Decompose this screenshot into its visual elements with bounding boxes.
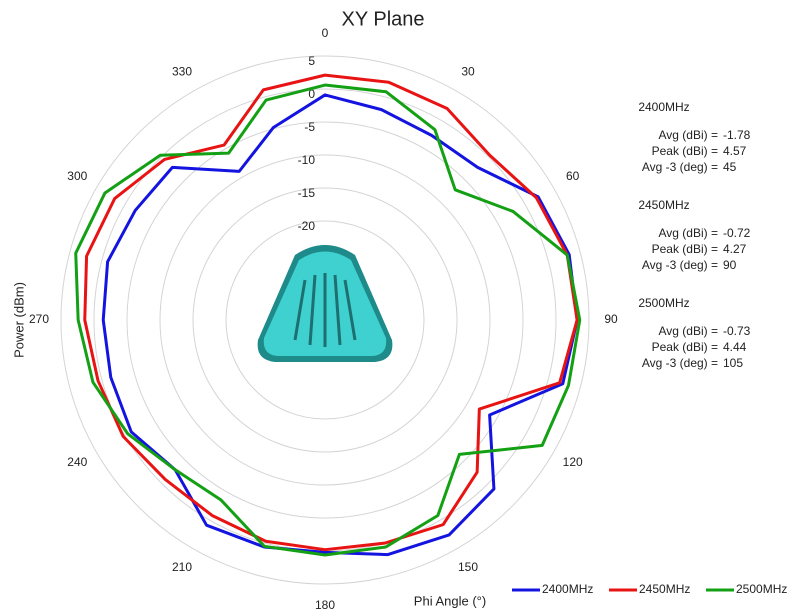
- annotation-key: Avg -3 (deg) =: [642, 356, 718, 370]
- annotation-title: 2450MHz: [638, 198, 689, 212]
- annotation-value: 4.27: [723, 242, 747, 256]
- r-tick-label: 0: [308, 87, 315, 101]
- grid-ring: [60, 55, 590, 585]
- legend-label: 2500MHz: [736, 582, 787, 596]
- annotation-key: Avg -3 (deg) =: [642, 258, 718, 272]
- r-tick-label: -20: [298, 219, 316, 233]
- annotation-title: 2500MHz: [638, 296, 689, 310]
- chart-title: XY Plane: [341, 8, 424, 30]
- angle-tick-label: 270: [29, 312, 49, 326]
- grid-ring: [192, 187, 458, 453]
- series-line: [101, 93, 579, 557]
- angle-tick-label: 330: [172, 64, 192, 78]
- angle-tick-label: 90: [604, 312, 618, 326]
- angle-tick-label: 60: [566, 169, 580, 183]
- annotation-value: 45: [723, 160, 737, 174]
- annotation-key: Avg (dBi) =: [659, 128, 718, 142]
- annotation-key: Peak (dBi) =: [652, 340, 718, 354]
- grid-ring: [225, 220, 425, 420]
- angle-tick-label: 180: [315, 598, 335, 612]
- angle-tick-label: 120: [563, 455, 583, 469]
- angle-tick-label: 0: [322, 26, 329, 40]
- angle-tick-label: 30: [461, 64, 475, 78]
- annotation-value: 105: [723, 356, 743, 370]
- r-tick-label: -5: [304, 120, 315, 134]
- legend-label: 2450MHz: [639, 582, 690, 596]
- annotation-key: Peak (dBi) =: [652, 242, 718, 256]
- series-line: [83, 73, 579, 552]
- antenna-icon: [257, 245, 393, 362]
- annotation-title: 2400MHz: [638, 100, 689, 114]
- grid-ring: [126, 121, 524, 519]
- r-tick-label: 5: [308, 54, 315, 68]
- annotation-key: Avg -3 (deg) =: [642, 160, 718, 174]
- legend-label: 2400MHz: [542, 582, 593, 596]
- annotation-value: -1.78: [723, 128, 751, 142]
- angle-tick-label: 300: [67, 169, 87, 183]
- x-axis-label: Phi Angle (°): [414, 593, 486, 608]
- y-axis-label: Power (dBm): [11, 282, 26, 358]
- angle-tick-label: 210: [172, 560, 192, 574]
- antenna-ridges: [293, 273, 357, 347]
- annotation-value: 4.57: [723, 144, 747, 158]
- annotation-key: Avg (dBi) =: [659, 324, 718, 338]
- r-tick-label: -10: [298, 153, 316, 167]
- angle-tick-label: 240: [67, 455, 87, 469]
- series-line: [74, 83, 582, 557]
- angle-tick-label: 150: [458, 560, 478, 574]
- grid-ring: [159, 154, 491, 486]
- r-tick-label: -15: [298, 186, 316, 200]
- annotation-value: -0.72: [723, 226, 751, 240]
- annotation-key: Avg (dBi) =: [659, 226, 718, 240]
- annotation-key: Peak (dBi) =: [652, 144, 718, 158]
- annotation-value: 4.44: [723, 340, 747, 354]
- annotation-value: -0.73: [723, 324, 751, 338]
- annotation-value: 90: [723, 258, 737, 272]
